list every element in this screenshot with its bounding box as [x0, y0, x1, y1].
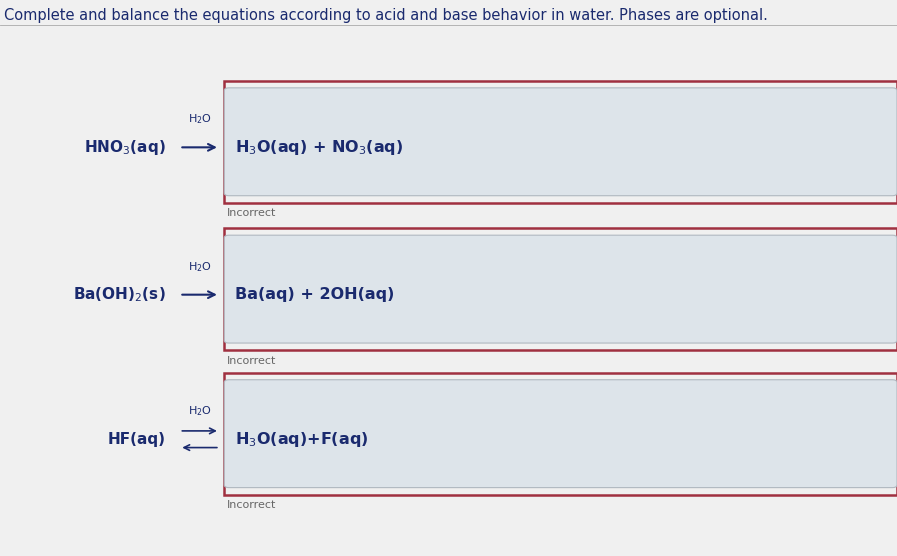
FancyBboxPatch shape	[224, 380, 897, 488]
Text: Incorrect: Incorrect	[227, 500, 276, 510]
Text: Incorrect: Incorrect	[227, 356, 276, 366]
Text: Ba(aq) + 2OH(aq): Ba(aq) + 2OH(aq)	[235, 287, 395, 302]
Text: Ba(OH)$_2$(s): Ba(OH)$_2$(s)	[74, 285, 166, 304]
Text: H$_2$O: H$_2$O	[187, 260, 212, 274]
Text: Complete and balance the equations according to acid and base behavior in water.: Complete and balance the equations accor…	[4, 8, 769, 23]
Text: HF(aq): HF(aq)	[108, 432, 166, 446]
Text: H$_3$O(aq) + NO$_3$(aq): H$_3$O(aq) + NO$_3$(aq)	[235, 138, 404, 157]
Bar	[224, 373, 897, 495]
FancyBboxPatch shape	[224, 235, 897, 343]
Text: H$_2$O: H$_2$O	[187, 112, 212, 126]
Bar	[224, 228, 897, 350]
Text: H$_3$O(aq)+F(aq): H$_3$O(aq)+F(aq)	[235, 430, 369, 449]
Text: HNO$_3$(aq): HNO$_3$(aq)	[84, 138, 166, 157]
FancyBboxPatch shape	[224, 88, 897, 196]
Text: H$_2$O: H$_2$O	[187, 404, 212, 418]
Text: Incorrect: Incorrect	[227, 208, 276, 219]
Bar	[224, 81, 897, 203]
